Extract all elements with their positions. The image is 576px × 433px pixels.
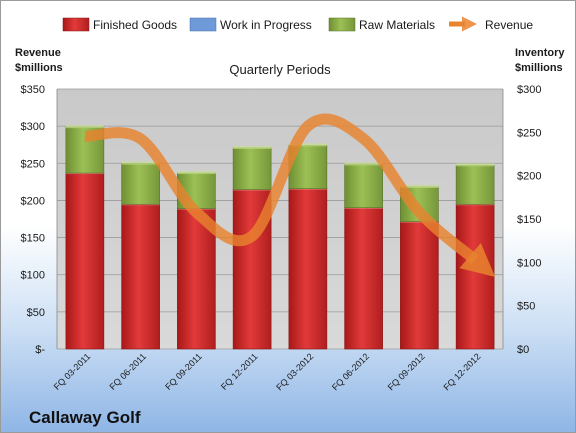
legend-label-finished-goods: Finished Goods	[93, 18, 177, 32]
left-tick-label: $300	[21, 121, 45, 133]
left-tick-label: $250	[21, 158, 45, 170]
bar-raw-materials-top	[344, 162, 383, 166]
right-tick-label: $100	[517, 257, 541, 269]
left-tick-label: $-	[35, 344, 45, 356]
legend: Finished Goods Work in Progress Raw Mate…	[62, 16, 533, 32]
left-tick-label: $200	[21, 195, 45, 207]
left-tick-label: $50	[27, 307, 45, 319]
legend-swatch-work-in-progress	[189, 17, 217, 32]
legend-swatch-finished-goods	[62, 17, 90, 32]
bar-raw-materials-top	[400, 184, 439, 188]
legend-label-revenue: Revenue	[485, 18, 533, 32]
right-tick-label: $300	[517, 84, 541, 96]
bar-raw-materials-top	[456, 163, 495, 167]
bar-raw-materials	[232, 147, 272, 190]
category-label: FQ 03-2011	[52, 351, 93, 392]
left-tick-label: $350	[21, 84, 45, 96]
revenue-line-layer	[84, 113, 496, 277]
category-label: FQ 06-2011	[107, 351, 148, 392]
legend-label-work-in-progress: Work in Progress	[220, 18, 312, 32]
bar-finished-goods	[121, 203, 160, 350]
bar-finished-goods	[65, 172, 105, 350]
revenue-line	[84, 113, 496, 277]
legend-swatch-raw-materials	[328, 17, 356, 32]
bar-finished-goods	[455, 203, 495, 350]
bar-raw-materials-top	[65, 125, 104, 129]
right-tick-label: $250	[517, 127, 541, 139]
left-tick-label: $100	[21, 270, 45, 282]
right-tick-label: $50	[517, 301, 535, 313]
bar-raw-materials-top	[233, 145, 272, 149]
legend-item-revenue: Revenue	[449, 16, 533, 32]
left-tick-label: $150	[21, 233, 45, 245]
legend-item-raw-materials: Raw Materials	[328, 17, 435, 32]
bar-finished-goods	[288, 188, 328, 350]
category-label: FQ 09-2011	[163, 351, 204, 392]
bar-raw-materials-top	[121, 161, 160, 165]
plot-title: Quarterly Periods	[229, 62, 331, 77]
right-tick-label: $0	[517, 344, 529, 356]
right-axis-title-line2: $millions	[515, 62, 563, 74]
category-label: FQ 12-2012	[442, 351, 483, 392]
category-label: FQ 06-2012	[330, 351, 371, 392]
bar-raw-materials-top	[288, 143, 327, 147]
left-axis-title-line2: $millions	[15, 62, 63, 74]
category-labels: FQ 03-2011 FQ 06-2011 FQ 09-2011 FQ 12-2011…	[52, 351, 483, 392]
category-label: FQ 03-2012	[274, 351, 315, 392]
left-axis-ticks: $- $50 $100 $150 $200 $250 $300 $350	[21, 84, 46, 356]
company-name: Callaway Golf	[29, 408, 141, 427]
right-axis-title-line1: Inventory	[515, 47, 565, 59]
bar-finished-goods	[344, 207, 383, 350]
right-tick-label: $200	[517, 171, 541, 183]
right-axis-ticks: $0 $50 $100 $150 $200 $250 $300	[517, 84, 541, 356]
bar-raw-materials	[455, 164, 495, 205]
bar-raw-materials	[344, 164, 383, 209]
category-label: FQ 09-2012	[386, 351, 427, 392]
bar-raw-materials-top	[177, 171, 216, 175]
legend-label-raw-materials: Raw Materials	[359, 18, 435, 32]
right-tick-label: $150	[517, 214, 541, 226]
left-axis-title-line1: Revenue	[15, 47, 61, 59]
category-label: FQ 12-2011	[219, 351, 260, 392]
bar-raw-materials	[121, 163, 160, 205]
bar-finished-goods	[400, 221, 439, 350]
legend-item-finished-goods: Finished Goods	[62, 17, 177, 32]
legend-item-work-in-progress: Work in Progress	[189, 17, 312, 32]
